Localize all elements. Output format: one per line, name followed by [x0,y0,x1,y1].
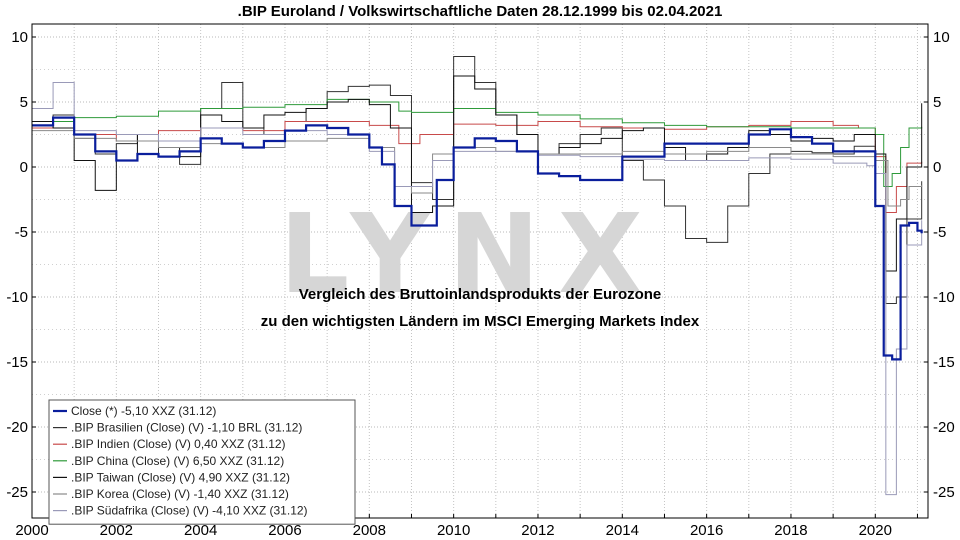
x-tick-label: 2020 [859,522,892,539]
x-tick-label: 2000 [15,522,48,539]
x-tick-label: 2002 [100,522,133,539]
chart-title: .BIP Euroland / Volkswirtschaftliche Dat… [238,3,723,20]
y-tick-label-left: 5 [20,94,28,111]
x-tick-label: 2010 [437,522,470,539]
x-tick-label: 2018 [774,522,807,539]
legend-label: Close (*) -5,10 XXZ (31.12) [71,404,216,418]
annotation-line-2: zu den wichtigsten Ländern im MSCI Emerg… [261,313,700,330]
y-tick-label-right: -5 [933,224,946,241]
y-tick-label-right: 10 [933,29,950,46]
series-line-3 [32,98,923,187]
y-tick-label-left: -10 [6,289,28,306]
y-tick-label-right: -15 [933,354,955,371]
annotation-line-1: Vergleich des Bruttoinlandsprodukts der … [299,286,662,303]
y-tick-label-left: -15 [6,354,28,371]
y-tick-label-left: -5 [15,224,28,241]
series-line-0 [32,116,923,361]
legend-label: .BIP Brasilien (Close) (V) -1,10 BRL (31… [71,421,302,435]
y-tick-label-right: -10 [933,289,955,306]
y-tick-label-right: 5 [933,94,941,111]
lynx-watermark: LYNX [279,190,660,318]
x-tick-label: 2016 [690,522,723,539]
y-tick-label-left: 0 [20,159,28,176]
axis-ticks: 10 10 5 5 0 0 -5 -5 -10 -10 -15 -15 -20 -20 -25 -25 2000… [6,29,954,539]
x-tick-label: 2008 [353,522,386,539]
legend-label: .BIP Südafrika (Close) (V) -4,10 XXZ (31… [71,504,308,518]
y-tick-label-left: -25 [6,484,28,501]
y-tick-label-right: 0 [933,159,941,176]
series-lines [32,56,923,496]
legend-box [48,399,356,525]
legend-label: .BIP Indien (Close) (V) 0,40 XXZ (31.12) [71,437,286,451]
x-tick-label: 2012 [521,522,554,539]
plot-frame [31,23,929,519]
x-tick-label: 2014 [606,522,639,539]
y-tick-label-left: 10 [11,29,28,46]
legend-label: .BIP Korea (Close) (V) -1,40 XXZ (31.12) [71,487,289,501]
x-tick-label: 2004 [184,522,217,539]
legend: Close (*) -5,10 XXZ (31.12) .BIP Brasilie… [48,399,356,525]
legend-label: .BIP Taiwan (Close) (V) 4,90 XXZ (31.12) [71,470,290,484]
y-tick-label-right: -25 [933,484,955,501]
y-tick-label-right: -20 [933,419,955,436]
x-tick-label: 2006 [268,522,301,539]
y-tick-label-left: -20 [6,419,28,436]
legend-label: .BIP China (Close) (V) 6,50 XXZ (31.12) [71,454,284,468]
